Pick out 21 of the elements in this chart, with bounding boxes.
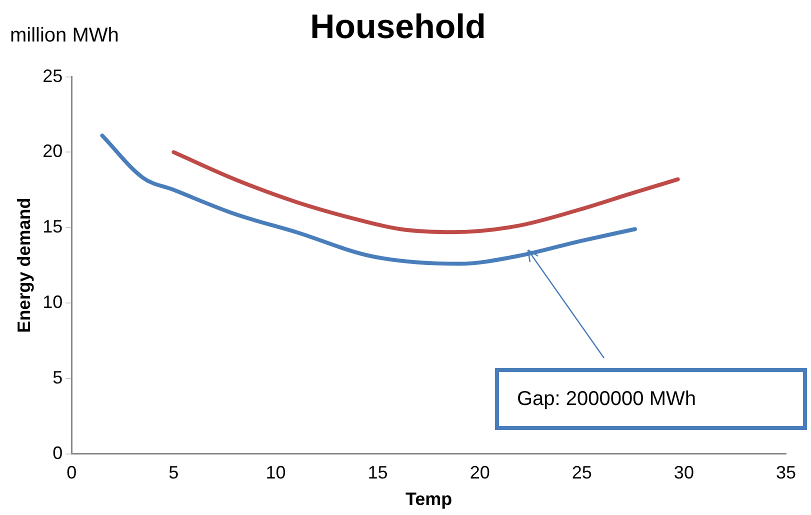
y-tick-label: 10 bbox=[42, 292, 63, 312]
y-tick-label: 15 bbox=[42, 216, 63, 237]
x-axis-title: Temp bbox=[405, 489, 452, 510]
y-tick-label: 0 bbox=[52, 442, 63, 463]
y-tick-label: 20 bbox=[42, 141, 63, 162]
x-tick-label: 10 bbox=[266, 462, 286, 483]
x-tick-label: 5 bbox=[168, 462, 179, 483]
line-series bbox=[172, 150, 680, 234]
x-tick-label: 20 bbox=[470, 462, 490, 483]
x-tick-label: 15 bbox=[368, 462, 388, 483]
line-series bbox=[100, 134, 637, 266]
chart-title: Household bbox=[310, 8, 486, 46]
x-tick-label: 0 bbox=[66, 462, 77, 483]
y-axis-title: Energy demand bbox=[14, 198, 34, 333]
y-tick-label: 25 bbox=[42, 66, 63, 86]
x-tick-label: 35 bbox=[776, 462, 796, 483]
x-tick-label: 30 bbox=[674, 462, 694, 483]
text-box: Gap: 2000000 MWh bbox=[495, 368, 807, 430]
x-tick-label: 25 bbox=[572, 462, 592, 483]
text: million MWh bbox=[10, 24, 119, 47]
y-tick-label: 5 bbox=[52, 367, 63, 388]
